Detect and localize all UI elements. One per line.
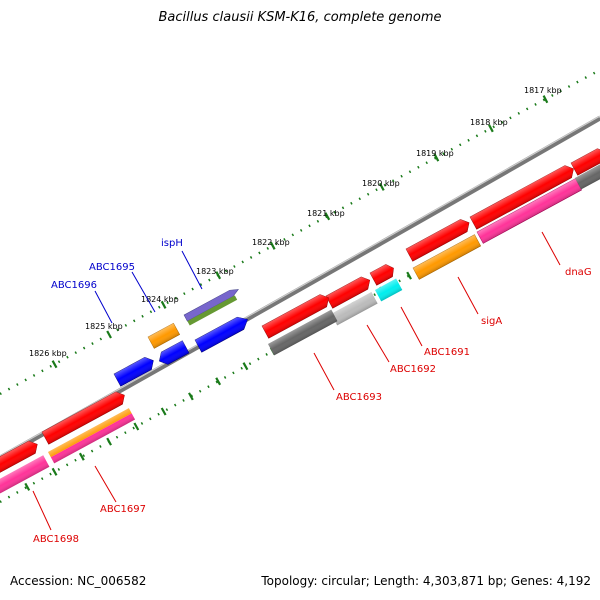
outer-scale-dots — [0, 68, 600, 396]
gene-ABC1698-pink[interactable] — [0, 455, 50, 494]
label-ABC1696[interactable]: ABC1696 — [51, 280, 97, 291]
gene-ABC1691-cyan[interactable] — [375, 278, 403, 302]
gene-ABC1692-lightgrey[interactable] — [331, 292, 378, 326]
leader-dnaG — [541, 231, 561, 266]
label-ABC1697[interactable]: ABC1697 — [100, 504, 146, 515]
tick-label-1825: 1825 kbp — [85, 322, 123, 331]
gene-blue-arrow-3[interactable] — [113, 354, 157, 387]
outer-tick-1 — [51, 360, 58, 369]
gene-ABC1697-orange-pink[interactable] — [47, 408, 136, 464]
leader-ABC1697 — [94, 465, 117, 503]
outer-tick-3 — [160, 300, 167, 309]
outer-tick-8 — [433, 153, 440, 162]
inner-tick-1 — [24, 482, 31, 491]
tick-label-1817: 1817 kbp — [524, 86, 562, 95]
leader-ispH — [181, 250, 203, 290]
scale-labels: 1817 kbp 1818 kbp 1819 kbp 1820 kbp 1821… — [29, 86, 562, 358]
tick-label-1820: 1820 kbp — [362, 179, 400, 188]
gene-blue-arrow-1[interactable] — [194, 313, 251, 353]
gene-ABC1693-red[interactable] — [261, 292, 332, 339]
tick-label-1819: 1819 kbp — [416, 149, 454, 158]
inner-tick-7 — [188, 392, 194, 401]
outer-tick-5 — [269, 241, 276, 250]
outer-tick-10 — [542, 95, 549, 104]
tick-label-1818: 1818 kbp — [470, 118, 508, 127]
leader-sigA — [457, 276, 479, 315]
outer-tick-6 — [324, 212, 331, 221]
forward-strand-genes — [0, 146, 600, 494]
label-ABC1692[interactable]: ABC1692 — [390, 364, 436, 375]
gene-ABC1698-red[interactable] — [0, 438, 41, 475]
outer-tick-marks — [51, 95, 549, 369]
genome-backbone-highlight — [0, 115, 600, 457]
gene-ABC1692-red[interactable] — [325, 274, 373, 309]
inner-tick-15 — [406, 271, 412, 280]
label-ABC1698[interactable]: ABC1698 — [33, 534, 79, 545]
inner-tick-3 — [78, 452, 85, 461]
gene-blue-arrow-2[interactable] — [156, 340, 190, 368]
tick-label-1826: 1826 kbp — [29, 349, 67, 358]
inner-tick-9 — [242, 362, 249, 371]
tick-label-1822: 1822 kbp — [252, 238, 290, 247]
gene-grey-right[interactable] — [575, 163, 600, 190]
inner-tick-5 — [133, 422, 140, 431]
label-sigA[interactable]: sigA — [481, 316, 502, 327]
outer-tick-9 — [488, 124, 494, 133]
tick-label-1824: 1824 kbp — [141, 295, 179, 304]
gene-ABC1691-red[interactable] — [369, 262, 397, 286]
leader-ABC1692 — [366, 324, 390, 363]
map-title: Bacillus clausii KSM-K16, complete genom… — [158, 10, 442, 25]
gene-ABC1697-red[interactable] — [41, 389, 128, 445]
gene-ABC1693-darkgrey[interactable] — [268, 309, 338, 356]
leader-ABC1696 — [94, 290, 113, 324]
gene-sigA-orange[interactable] — [412, 234, 482, 280]
label-ispH[interactable]: ispH — [161, 238, 183, 249]
gene-orange-small[interactable] — [147, 322, 181, 349]
tick-label-1823: 1823 kbp — [196, 267, 234, 276]
label-leaders — [32, 231, 561, 531]
gene-red-arrow-top-1[interactable] — [570, 146, 600, 176]
gene-dnaG-red[interactable] — [469, 163, 577, 230]
label-ABC1693[interactable]: ABC1693 — [336, 392, 382, 403]
topology-text: Topology: circular; Length: 4,303,871 bp… — [261, 574, 591, 588]
gene-ispH-arrow[interactable] — [183, 286, 242, 326]
leader-ABC1693 — [313, 352, 335, 391]
gene-labels: ispH ABC1695 ABC1696 dnaG sigA ABC1691 A… — [33, 238, 592, 545]
inner-tick-2 — [51, 467, 58, 476]
label-dnaG[interactable]: dnaG — [565, 267, 592, 278]
outer-tick-7 — [378, 182, 385, 191]
leader-ABC1698 — [32, 490, 52, 531]
outer-tick-4 — [215, 271, 222, 280]
inner-tick-4 — [106, 437, 112, 446]
label-ABC1695[interactable]: ABC1695 — [89, 262, 135, 273]
inner-tick-6 — [160, 407, 167, 416]
inner-tick-8 — [215, 377, 222, 386]
accession-text: Accession: NC_006582 — [10, 574, 147, 588]
tick-label-1821: 1821 kbp — [307, 209, 345, 218]
outer-tick-2 — [106, 330, 112, 339]
reverse-strand-genes — [113, 286, 251, 387]
label-ABC1691[interactable]: ABC1691 — [424, 347, 470, 358]
leader-ABC1695 — [131, 271, 156, 313]
gene-sigA-red[interactable] — [405, 217, 472, 262]
leader-ABC1691 — [400, 306, 423, 347]
